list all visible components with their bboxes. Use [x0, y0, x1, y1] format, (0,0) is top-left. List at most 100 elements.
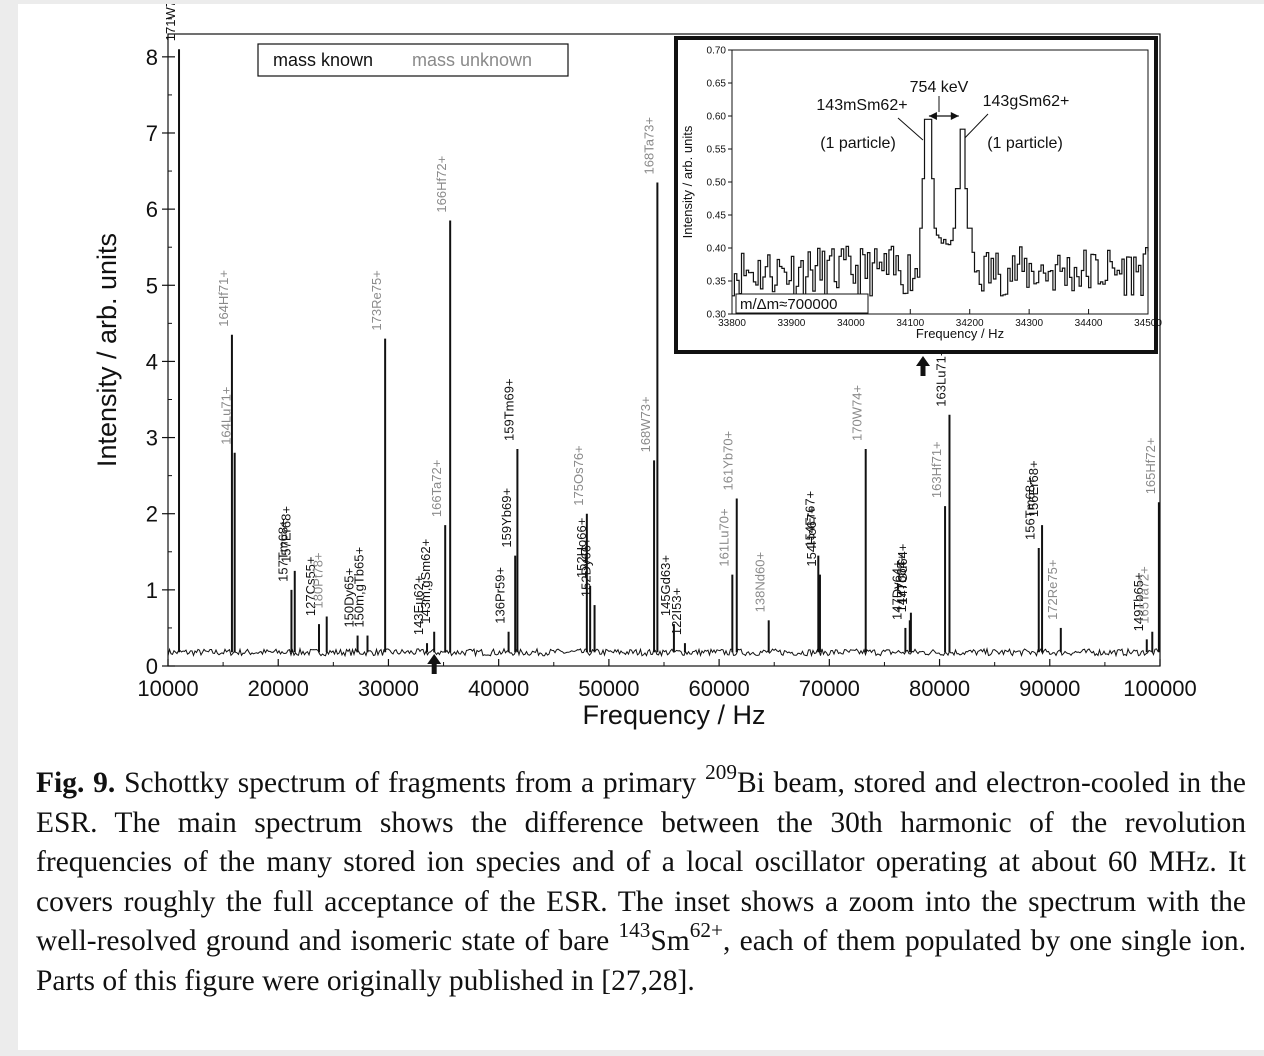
peak-label: 168W73+ [638, 396, 653, 452]
x-tick-label: 10000 [137, 676, 198, 701]
inset-y-tick-label: 0.30 [707, 310, 727, 321]
caption-label: Fig. 9. [36, 767, 116, 799]
peak-label: 147Gd64+ [895, 544, 910, 605]
peak-label: 145Gd63+ [658, 555, 673, 616]
legend: mass known mass unknown [257, 43, 569, 77]
inset-y-tick-label: 0.60 [707, 112, 727, 123]
inset-x-tick-label: 34400 [1075, 318, 1103, 329]
figure-caption: Fig. 9. Schottky spectrum of fragments f… [36, 761, 1246, 1001]
x-axis-title: Frequency / Hz [582, 700, 765, 730]
peak-label: 150m,gTb65+ [352, 547, 367, 628]
peak-label: 166Hf72+ [434, 156, 449, 213]
peak-label: 149Tb65+ [1131, 572, 1146, 631]
peak-label: 152Ho66+ [574, 518, 589, 578]
inset-label-143m-sm: 143mSm62+ [816, 97, 907, 114]
peak-label: 164Lu71+ [219, 387, 234, 445]
peak-label: 170W74+ [850, 385, 865, 441]
page-sheet: 171W74 164Hf71+ 164Lu71+ 157Tm68+ 157Er68+ 12… [18, 4, 1264, 1050]
peak-label: 136Pr59+ [493, 567, 508, 624]
caption-sup-209: 209 [705, 759, 737, 784]
peak-label: 154Ho67+ [804, 506, 819, 566]
x-tick-label: 40000 [468, 676, 529, 701]
inset-x-tick-label: 34100 [896, 318, 924, 329]
x-tick-label: 60000 [689, 676, 750, 701]
inset-label-143g-sm: 143gSm62+ [983, 93, 1070, 110]
peak-label: 157Tm68+ [275, 519, 290, 582]
peak-label: 147Tb64+ [894, 553, 909, 612]
peak-label: 157Er68+ [279, 506, 294, 563]
y-axis-title: Intensity / arb. units [92, 233, 122, 467]
inset-y-axis-title: Intensity / arb. units [680, 125, 695, 238]
peak-label: 164Hf71+ [216, 270, 231, 327]
peak-label: 156Er68+ [1026, 460, 1041, 517]
peak-label: 138Nd60+ [753, 552, 768, 612]
x-tick-label: 100000 [1123, 676, 1196, 701]
peak-label: 122I53+ [669, 588, 684, 635]
inset-x-tick-label: 33800 [718, 318, 746, 329]
peak-label: 156Tm68+ [1023, 477, 1038, 540]
peak-label: 171W74 [163, 4, 178, 41]
separation-arrow-head-left [928, 112, 937, 120]
noise-baseline [167, 646, 1160, 658]
peak-label: 147Dy64+ [889, 560, 904, 620]
inset-y-tick-label: 0.45 [707, 211, 727, 222]
y-tick-label: 0 [146, 654, 158, 679]
y-tick-label: 2 [146, 502, 158, 527]
caption-text: Sm [650, 925, 690, 957]
peak-label: 175Os76+ [571, 445, 586, 505]
peak-label: 143m,gSm62+ [418, 539, 433, 624]
x-tick-label: 90000 [1019, 676, 1080, 701]
caption-text: Bi beam, stored and electron-cooled in t… [36, 767, 1246, 957]
inset-x-axis-title: Frequency / Hz [916, 326, 1004, 341]
peak-label: 166Ta72+ [429, 460, 444, 517]
peak-label: 127Cs55+ [303, 556, 318, 616]
pointer-line-right [964, 113, 989, 139]
inset-x-tick-label: 33900 [778, 318, 806, 329]
x-tick-label: 80000 [909, 676, 970, 701]
pointer-line-left [897, 117, 924, 141]
peak-label: 161Yb70+ [721, 431, 736, 491]
inset-x-tick-label: 34500 [1134, 318, 1162, 329]
legend-mass-unknown: mass unknown [412, 50, 532, 70]
caption-sup-143: 143 [618, 917, 651, 942]
resolution-box [735, 293, 869, 314]
inset-y-tick-label: 0.70 [707, 46, 727, 57]
legend-mass-known: mass known [273, 50, 373, 70]
peak-label: 173Re75+ [369, 270, 384, 330]
y-tick-label: 1 [146, 578, 158, 603]
caption-sup-62plus: 62+ [689, 917, 723, 942]
x-tick-label: 30000 [358, 676, 419, 701]
inset-resolution-label: m/Δm≈700000 [740, 296, 837, 313]
peak-label: 154Er67+ [802, 491, 817, 548]
peak-label: 163Lu71+ [933, 349, 948, 407]
peak-label: 159Yb69+ [499, 488, 514, 548]
inset-y-tick-label: 0.50 [707, 178, 727, 189]
inset-x-tick-label: 34000 [837, 318, 865, 329]
inset-trace [732, 118, 1149, 297]
y-tick-label: 5 [146, 273, 158, 298]
peak-label: 168Ta73+ [641, 117, 656, 174]
peak-label: 172Re75+ [1045, 560, 1060, 620]
inset-right-particles: (1 particle) [987, 135, 1063, 152]
peak-label: 165Hf72+ [1143, 438, 1158, 495]
inset-y-tick-label: 0.40 [707, 244, 727, 255]
y-tick-label: 4 [146, 349, 158, 374]
schottky-spectrum-figure: 171W74164Hf71+164Lu71+157Tm68+157Er68+12… [92, 4, 1197, 730]
peak-label: 143Eu62+ [411, 576, 426, 636]
inset-x-tick-label: 34200 [956, 318, 984, 329]
sm143-position-arrow [427, 654, 442, 674]
x-tick-label: 20000 [248, 676, 309, 701]
inset-left-particles: (1 particle) [820, 135, 896, 152]
y-tick-label: 7 [146, 121, 158, 146]
peak-label: 161Lu70+ [716, 508, 731, 566]
caption-text: , each of them populated by one single i… [36, 925, 1246, 997]
x-tick-label: 50000 [578, 676, 639, 701]
inset-separation-label: 754 keV [910, 79, 969, 96]
peak-label: 150Dy65+ [342, 568, 357, 628]
inset-x-tick-label: 34300 [1015, 318, 1043, 329]
legend-box [257, 43, 569, 77]
peak-label: 159Tm69+ [501, 378, 516, 441]
inset-y-tick-label: 0.55 [707, 145, 727, 156]
y-tick-label: 6 [146, 197, 158, 222]
separation-arrow-head-right [950, 112, 959, 120]
